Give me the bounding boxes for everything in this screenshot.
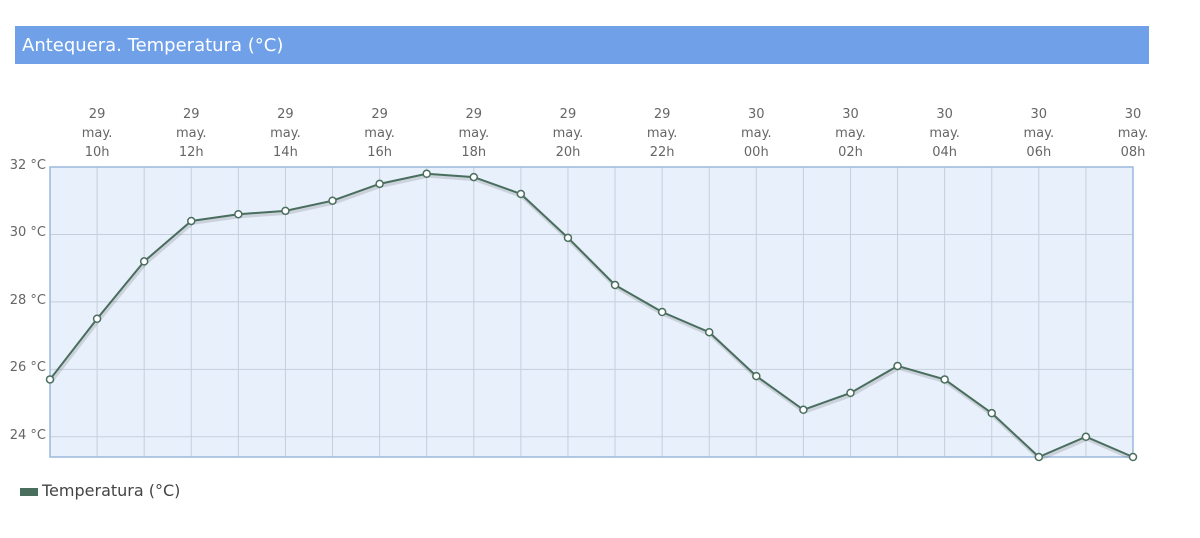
data-point	[610, 280, 620, 290]
x-tick-label: 30 may. 04h	[929, 107, 960, 160]
y-tick-label: 26 °C	[9, 360, 46, 376]
data-point	[187, 216, 196, 226]
data-point	[657, 307, 667, 317]
data-point	[328, 196, 337, 205]
data-point	[940, 375, 949, 384]
legend-swatch	[20, 487, 38, 496]
x-tick-label: 30 may. 02h	[835, 107, 866, 160]
plot-border	[49, 166, 1134, 458]
data-point	[893, 361, 902, 371]
data-point	[1128, 452, 1138, 462]
plot-background	[50, 167, 1133, 457]
x-tick-label: 29 may. 20h	[552, 107, 584, 160]
data-point	[704, 327, 714, 337]
data-point	[563, 233, 573, 243]
data-point	[799, 405, 808, 415]
data-point	[422, 169, 431, 178]
x-tick-label: 30 may. 06h	[1023, 107, 1055, 160]
y-tick-label: 24 °C	[9, 427, 46, 443]
x-tick-label: 30 may. 00h	[740, 107, 772, 160]
x-tick-label: 29 may. 10h	[81, 107, 113, 160]
data-point	[45, 375, 55, 384]
data-point	[1081, 432, 1091, 442]
x-tick-label: 29 may. 14h	[270, 107, 301, 160]
x-tick-label: 29 may. 16h	[364, 107, 395, 160]
chart-title: Antequera. Temperatura (°C)	[15, 26, 1149, 64]
x-tick-label: 29 may. 22h	[646, 107, 678, 160]
data-point	[987, 408, 996, 418]
legend: Temperatura (°C)	[20, 481, 180, 500]
data-point	[1034, 452, 1044, 462]
y-tick-label: 28 °C	[9, 292, 46, 308]
data-point	[752, 371, 761, 381]
data-point	[139, 257, 149, 266]
x-tick-label: 29 may. 18h	[458, 107, 490, 160]
data-point	[281, 206, 290, 216]
data-point	[234, 209, 243, 219]
data-point	[516, 189, 526, 199]
legend-label: Temperatura (°C)	[42, 481, 181, 500]
data-point	[469, 172, 479, 182]
data-point	[846, 388, 855, 398]
series-line	[49, 172, 1134, 459]
x-tick-label: 29 may. 12h	[175, 107, 207, 160]
x-tick-label: 30 may. 08h	[1117, 107, 1149, 160]
y-tick-label: 32 °C	[9, 158, 46, 173]
y-tick-label: 30 °C	[9, 225, 46, 241]
data-point	[92, 314, 102, 323]
data-point	[375, 179, 384, 189]
